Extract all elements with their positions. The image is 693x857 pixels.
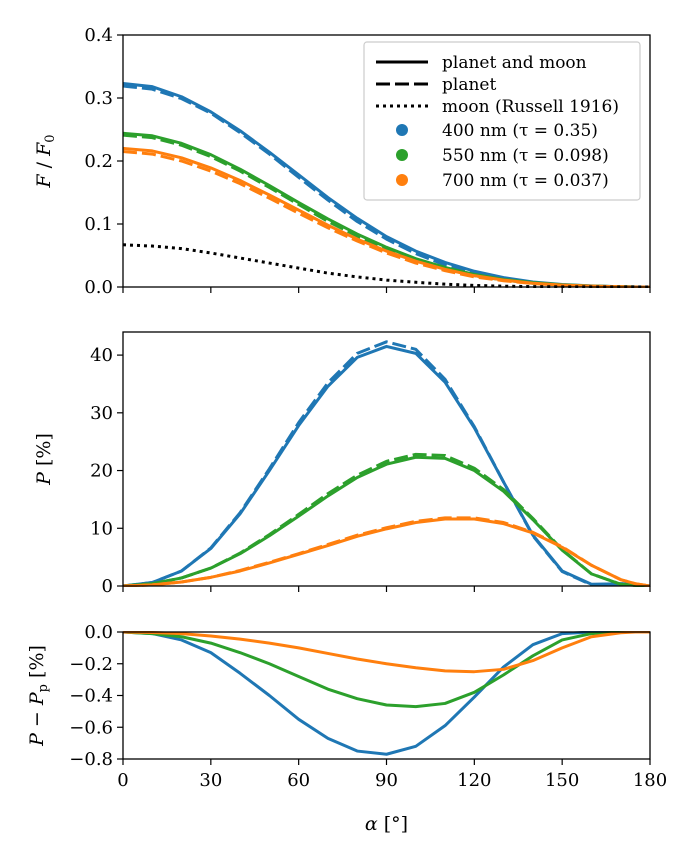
xtick-label: 150	[545, 770, 579, 791]
difference-ytick-label: −0.4	[69, 686, 113, 707]
difference-axes-frame	[122, 631, 651, 760]
polarization-ytick-label: 30	[90, 403, 113, 424]
series-400-nm-planet-and-moon	[123, 344, 650, 587]
flux-ytick-label: 0.3	[84, 88, 113, 109]
xtick-label: 180	[633, 770, 667, 791]
legend-label: planet and moon	[442, 53, 587, 73]
series-550-nm-planet	[123, 452, 650, 587]
series-moon-russell-1916-	[123, 243, 650, 288]
difference-ytick-label: −0.6	[69, 717, 113, 738]
flux-ytick-label: 0.2	[84, 151, 113, 172]
series-400-nm-planet	[123, 340, 650, 587]
series-400-nm-difference	[123, 631, 650, 756]
series-700-nm-planet	[123, 516, 650, 587]
flux-ylabel: F / F0	[33, 134, 58, 188]
polarization-axes-frame	[122, 331, 651, 587]
series-700-nm-difference	[123, 631, 650, 674]
flux-ytick-label: 0.4	[84, 25, 113, 46]
legend-label: 550 nm (τ = 0.098)	[442, 146, 609, 166]
panel-difference: 0 30 60 90 120 150 180 −0.8 −0.6 −0.4 −0.2 0.0 P − P…	[26, 622, 667, 791]
legend-marker	[396, 174, 408, 186]
polarization-ylabel: P [%]	[33, 433, 55, 486]
panel-flux: 0.0 0.1 0.2 0.3 0.4 F / F0	[33, 25, 651, 298]
polarization-ytick-label: 20	[90, 461, 113, 482]
panel-polarization: 0 10 20 30 40 P [%]	[33, 331, 651, 597]
legend-box	[363, 41, 641, 201]
xtick-label: 30	[199, 770, 222, 791]
xtick-label: 120	[457, 770, 491, 791]
difference-ylabel: P − Pp [%]	[26, 645, 51, 747]
polarization-ytick-label: 40	[90, 345, 113, 366]
series-550-nm-difference	[123, 631, 650, 709]
x-axis-label: α [°]	[365, 813, 408, 835]
legend-label: moon (Russell 1916)	[442, 97, 619, 117]
series-700-nm-planet	[123, 150, 650, 288]
xtick-label: 60	[287, 770, 310, 791]
difference-ytick-label: −0.8	[69, 749, 113, 770]
legend-marker	[396, 149, 408, 161]
difference-ytick-label: −0.2	[69, 654, 113, 675]
legend-label: planet	[442, 75, 496, 95]
series-550-nm-planet-and-moon	[123, 455, 650, 587]
flux-ytick-label: 0.1	[84, 214, 113, 235]
xtick-label: 90	[375, 770, 398, 791]
legend-label: 400 nm (τ = 0.35)	[442, 121, 598, 141]
legend-marker	[396, 124, 408, 136]
polarization-series-group	[123, 340, 650, 587]
polarization-ytick-label: 0	[102, 576, 113, 597]
difference-ytick-label: 0.0	[84, 622, 113, 643]
flux-ytick-label: 0.0	[84, 277, 113, 298]
polarization-ytick-label: 10	[90, 518, 113, 539]
flux-series-group	[123, 82, 650, 288]
xtick-label: 0	[117, 770, 128, 791]
legend-label: 700 nm (τ = 0.037)	[442, 171, 609, 191]
difference-series-group	[123, 631, 650, 756]
